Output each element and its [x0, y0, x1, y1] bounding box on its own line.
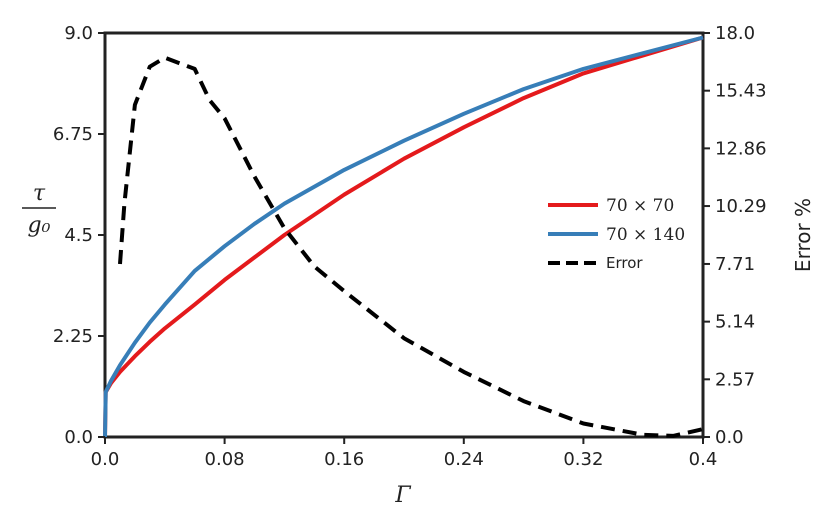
series-line-0 [103, 35, 704, 438]
x-tick-label: 0.32 [563, 449, 603, 470]
y-left-tick-label: 6.75 [53, 124, 93, 145]
y-right-tick-label: 7.71 [715, 254, 755, 275]
legend: 70 × 70 70 × 140 Error [548, 196, 685, 272]
y-left-tick-label: 0.0 [64, 427, 93, 448]
y-axis-label-left: τ g₀ [22, 181, 56, 238]
x-tick-label: 0.08 [205, 449, 245, 470]
y-right-tick-label: 18.0 [715, 23, 755, 44]
y-right-tick-label: 15.43 [715, 81, 767, 102]
y-right-tick-label: 10.29 [715, 196, 767, 217]
y-left-tick-label: 4.5 [64, 225, 93, 246]
legend-label-error: Error [606, 254, 643, 272]
x-axis-label: Γ [394, 483, 411, 508]
x-tick-label: 0.0 [91, 449, 120, 470]
x-tick-label: 0.16 [324, 449, 364, 470]
y-right-tick-label: 5.14 [715, 312, 755, 333]
y-left-tick-label: 9.0 [64, 23, 93, 44]
series-line-2 [118, 55, 704, 438]
y-axis-label-denominator: g₀ [28, 213, 51, 238]
y-axis-label-right: Error % [791, 198, 815, 272]
y-right-tick-label: 0.0 [715, 427, 744, 448]
ticks-layer: 0.0 0.08 0.16 0.24 0.32 0.40.02.254.56.759.00… [53, 23, 767, 470]
x-tick-label: 0.24 [444, 449, 484, 470]
x-tick-label: 0.4 [689, 449, 718, 470]
y-right-tick-label: 2.57 [715, 369, 755, 390]
legend-label-70x140: 70 × 140 [606, 225, 685, 245]
series-layer [103, 35, 704, 438]
y-axis-label-numerator: τ [33, 181, 46, 206]
y-left-tick-label: 2.25 [53, 326, 93, 347]
legend-label-70x70: 70 × 70 [606, 196, 674, 216]
y-right-tick-label: 12.86 [715, 138, 767, 159]
series-line-1 [103, 35, 704, 438]
